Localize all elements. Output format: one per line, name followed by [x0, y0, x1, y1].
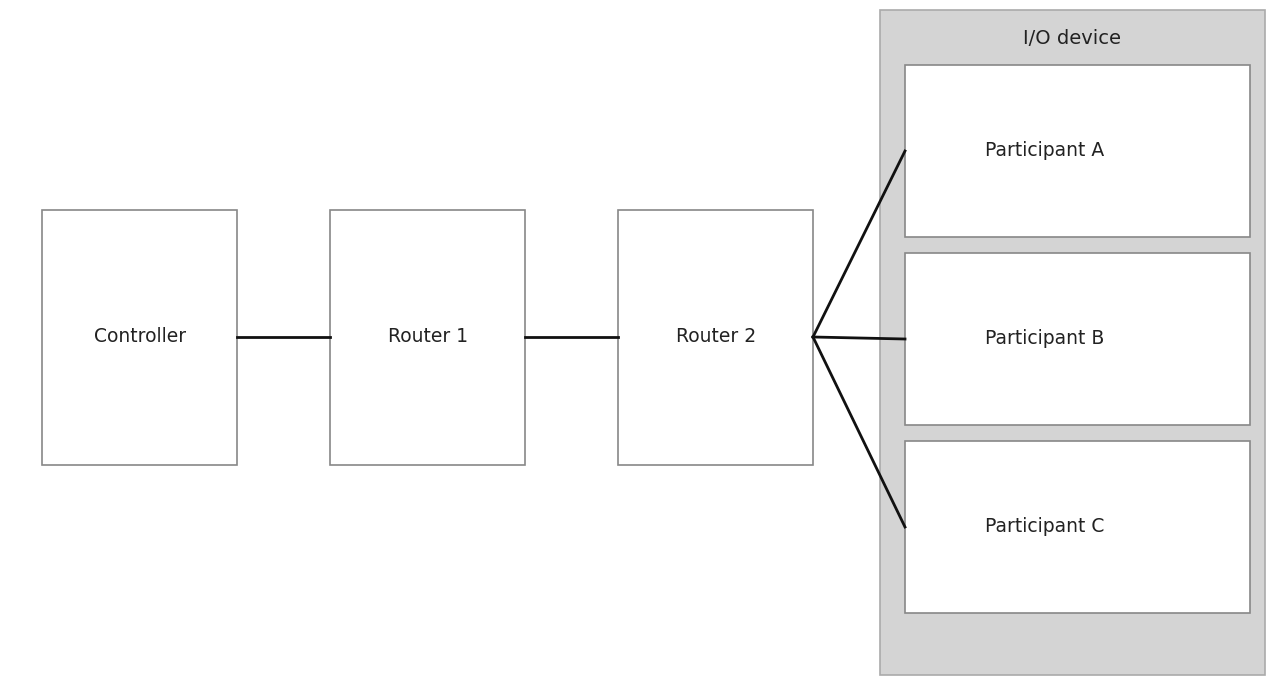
- Bar: [618, 210, 813, 465]
- Bar: [42, 210, 237, 465]
- Bar: [905, 253, 1251, 425]
- Text: Router 1: Router 1: [388, 327, 468, 347]
- Bar: [905, 441, 1251, 613]
- Text: Participant B: Participant B: [986, 329, 1105, 349]
- Bar: [330, 210, 525, 465]
- Bar: [905, 65, 1251, 237]
- Text: I/O device: I/O device: [1023, 28, 1121, 48]
- Text: Controller: Controller: [93, 327, 186, 347]
- Bar: [881, 10, 1265, 675]
- Text: Participant A: Participant A: [986, 141, 1105, 161]
- Text: Router 2: Router 2: [676, 327, 756, 347]
- Text: Participant C: Participant C: [986, 517, 1105, 537]
